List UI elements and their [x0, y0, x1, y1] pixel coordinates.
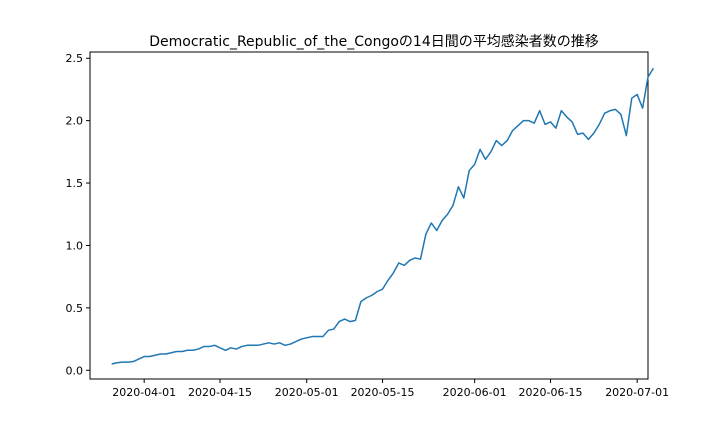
- x-axis: 2020-04-01 2020-04-15 2020-05-01 2020-05-15…: [112, 379, 669, 399]
- plot-area-frame: [89, 51, 649, 380]
- y-tick-label: 2.0: [66, 115, 84, 128]
- x-tick-label: 2020-07-01: [605, 386, 669, 399]
- y-tick-label: 0.0: [66, 364, 84, 377]
- x-tick-label: 2020-05-01: [275, 386, 339, 399]
- series-line: [111, 67, 655, 365]
- x-tick-label: 2020-04-01: [112, 386, 176, 399]
- chart-title: Democratic_Republic_of_the_Congoの14日間の平均…: [149, 33, 599, 50]
- y-axis: 0.0 0.5 1.0 1.5 2.0 2.5: [66, 52, 90, 377]
- x-tick-label: 2020-04-15: [188, 386, 252, 399]
- x-tick-label: 2020-06-01: [443, 386, 507, 399]
- x-tick-label: 2020-06-15: [519, 386, 583, 399]
- y-tick-label: 1.0: [66, 239, 84, 252]
- x-tick-label: 2020-05-15: [351, 386, 415, 399]
- y-tick-label: 1.5: [66, 177, 84, 190]
- y-tick-label: 0.5: [66, 302, 84, 315]
- series-layer: [111, 67, 655, 365]
- y-tick-label: 2.5: [66, 52, 84, 65]
